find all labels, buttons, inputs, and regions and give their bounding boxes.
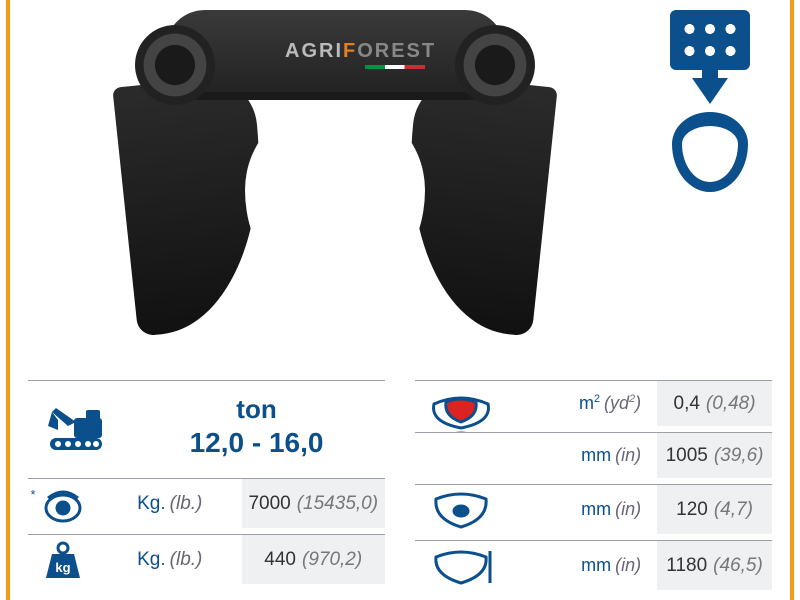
excavator-class-row: ton 12,0 - 16,0 — [28, 380, 385, 472]
spec-tables: ton 12,0 - 16,0 * Kg. — [28, 380, 772, 590]
grapple-open-width-icon — [415, 433, 507, 478]
grapple-min-grip-icon — [415, 485, 507, 534]
hero-area: AGRIFOREST — [10, 0, 790, 378]
area-unit: m2 (yd2) — [507, 381, 657, 426]
grapple-load-icon: * — [28, 479, 98, 528]
brand-part1: AGRI — [285, 40, 343, 62]
row-min-grip: mm (in) 120 (4,7) — [415, 484, 772, 534]
brand-part2: F — [343, 40, 357, 62]
mounting-icons — [660, 10, 760, 192]
product-image: AGRIFOREST — [60, 0, 610, 360]
row-area: m2 (yd2) 0,4 (0,48) — [415, 380, 772, 426]
grapple-height-icon — [415, 541, 507, 590]
grapple-inner-mask — [245, 100, 425, 300]
weight-unit: Kg. (lb.) — [98, 535, 242, 584]
open-width-value: 1005 (39,6) — [657, 433, 772, 478]
pivot-right — [455, 25, 535, 105]
height-unit: mm (in) — [507, 541, 657, 590]
row-max-load: * Kg. (lb.) 7000 (15435,0) — [28, 478, 385, 528]
row-weight: kg Kg. (lb.) 440 (970,2) — [28, 534, 385, 584]
svg-text:kg: kg — [55, 560, 70, 575]
weight-icon: kg — [28, 535, 98, 584]
excavator-icon — [28, 381, 128, 472]
row-height: mm (in) 1180 (46,5) — [415, 540, 772, 590]
mounting-plate-icon — [670, 10, 750, 70]
footnote-star: * — [30, 487, 35, 502]
pivot-left — [135, 25, 215, 105]
height-value: 1180 (46,5) — [657, 541, 772, 590]
excavator-class-text: ton 12,0 - 16,0 — [128, 381, 385, 472]
min-grip-unit: mm (in) — [507, 485, 657, 534]
brand-logo: AGRIFOREST — [285, 40, 436, 63]
ton-unit: ton — [236, 394, 276, 425]
spec-col-right: m2 (yd2) 0,4 (0,48) mm (in) 1005 (39,6) — [415, 380, 772, 590]
grapple-outline-icon — [672, 112, 748, 192]
max-load-value: 7000 (15435,0) — [242, 479, 386, 528]
spec-col-left: ton 12,0 - 16,0 * Kg. — [28, 380, 385, 590]
open-width-unit: mm (in) — [507, 433, 657, 478]
italy-flag-icon — [365, 65, 425, 69]
max-load-unit: Kg. (lb.) — [98, 479, 242, 528]
weight-value: 440 (970,2) — [242, 535, 386, 584]
grapple-body: AGRIFOREST — [165, 10, 505, 100]
ton-range: 12,0 - 16,0 — [190, 427, 324, 459]
brand-part3: OREST — [357, 40, 436, 62]
grapple-render: AGRIFOREST — [105, 0, 565, 340]
area-value: 0,4 (0,48) — [657, 381, 772, 426]
min-grip-value: 120 (4,7) — [657, 485, 772, 534]
row-open-width: mm (in) 1005 (39,6) — [415, 432, 772, 478]
arrow-down-icon — [692, 78, 728, 104]
page-frame: AGRIFOREST — [6, 0, 794, 600]
